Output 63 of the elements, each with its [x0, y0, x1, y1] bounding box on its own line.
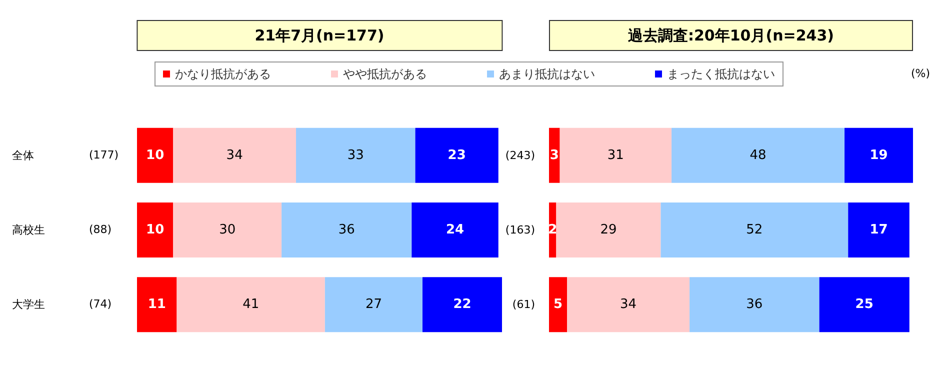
bar [690, 277, 820, 332]
data-label: 2 [548, 222, 558, 238]
data-label: 36 [746, 297, 763, 312]
bar [173, 202, 282, 258]
data-label: 17 [870, 222, 888, 238]
legend-label: かなり抵抗がある [175, 67, 271, 81]
data-label: 34 [620, 297, 637, 312]
data-label: 11 [148, 297, 166, 312]
bar [549, 277, 568, 332]
data-label: 33 [347, 148, 364, 163]
data-label: 31 [607, 148, 624, 163]
data-label: 30 [219, 222, 236, 238]
bar [296, 128, 416, 183]
chart-title: 21年7月(n=177) [254, 26, 384, 44]
data-label: 10 [146, 148, 164, 163]
bar [324, 277, 422, 332]
data-label: 29 [600, 222, 617, 238]
bar [660, 202, 848, 258]
bar [415, 128, 498, 183]
chart-title: 過去調査:20年10月(n=243) [626, 26, 834, 44]
bar [567, 277, 690, 332]
y-tick-label: 全体 [12, 148, 34, 162]
legend-label: あまり抵抗はない [499, 67, 595, 81]
y-tick-label: 高校生 [12, 224, 45, 236]
y-tick-label: (61) [512, 298, 535, 312]
data-label: 22 [453, 297, 472, 312]
bar [173, 128, 296, 183]
data-label: 19 [870, 148, 888, 163]
data-label: 52 [746, 222, 763, 238]
data-label: 24 [446, 222, 464, 238]
bar [176, 277, 325, 332]
bar [282, 202, 412, 258]
bar [848, 202, 910, 258]
bar [556, 202, 661, 258]
bar [844, 128, 913, 183]
y-tick-label: (163) [505, 224, 535, 236]
text: (%) [910, 67, 930, 80]
bar [422, 277, 502, 332]
y-tick-label: (243) [505, 148, 535, 162]
data-label: 23 [448, 148, 466, 163]
bar [412, 202, 498, 258]
data-label: 36 [338, 222, 355, 238]
bar [560, 128, 672, 183]
text: (74) [89, 298, 112, 311]
data-label: 10 [146, 222, 164, 238]
bar [137, 277, 177, 332]
bar [672, 128, 845, 183]
y-tick-label: 大学生 [12, 298, 45, 312]
bar [819, 277, 910, 332]
data-label: 41 [242, 297, 260, 312]
data-label: 5 [553, 297, 563, 312]
bar [549, 128, 560, 183]
legend-label: まったく抵抗はない [667, 67, 775, 81]
data-label: 3 [550, 148, 559, 163]
data-label: 48 [750, 148, 766, 163]
data-label: 25 [855, 297, 874, 312]
data-label: 27 [365, 297, 382, 312]
text: (177) [89, 148, 119, 162]
bar [137, 202, 174, 258]
bar [137, 128, 174, 183]
text: (88) [89, 223, 112, 236]
data-label: 34 [226, 148, 243, 163]
legend-label: やや抵抗がある [343, 67, 427, 81]
